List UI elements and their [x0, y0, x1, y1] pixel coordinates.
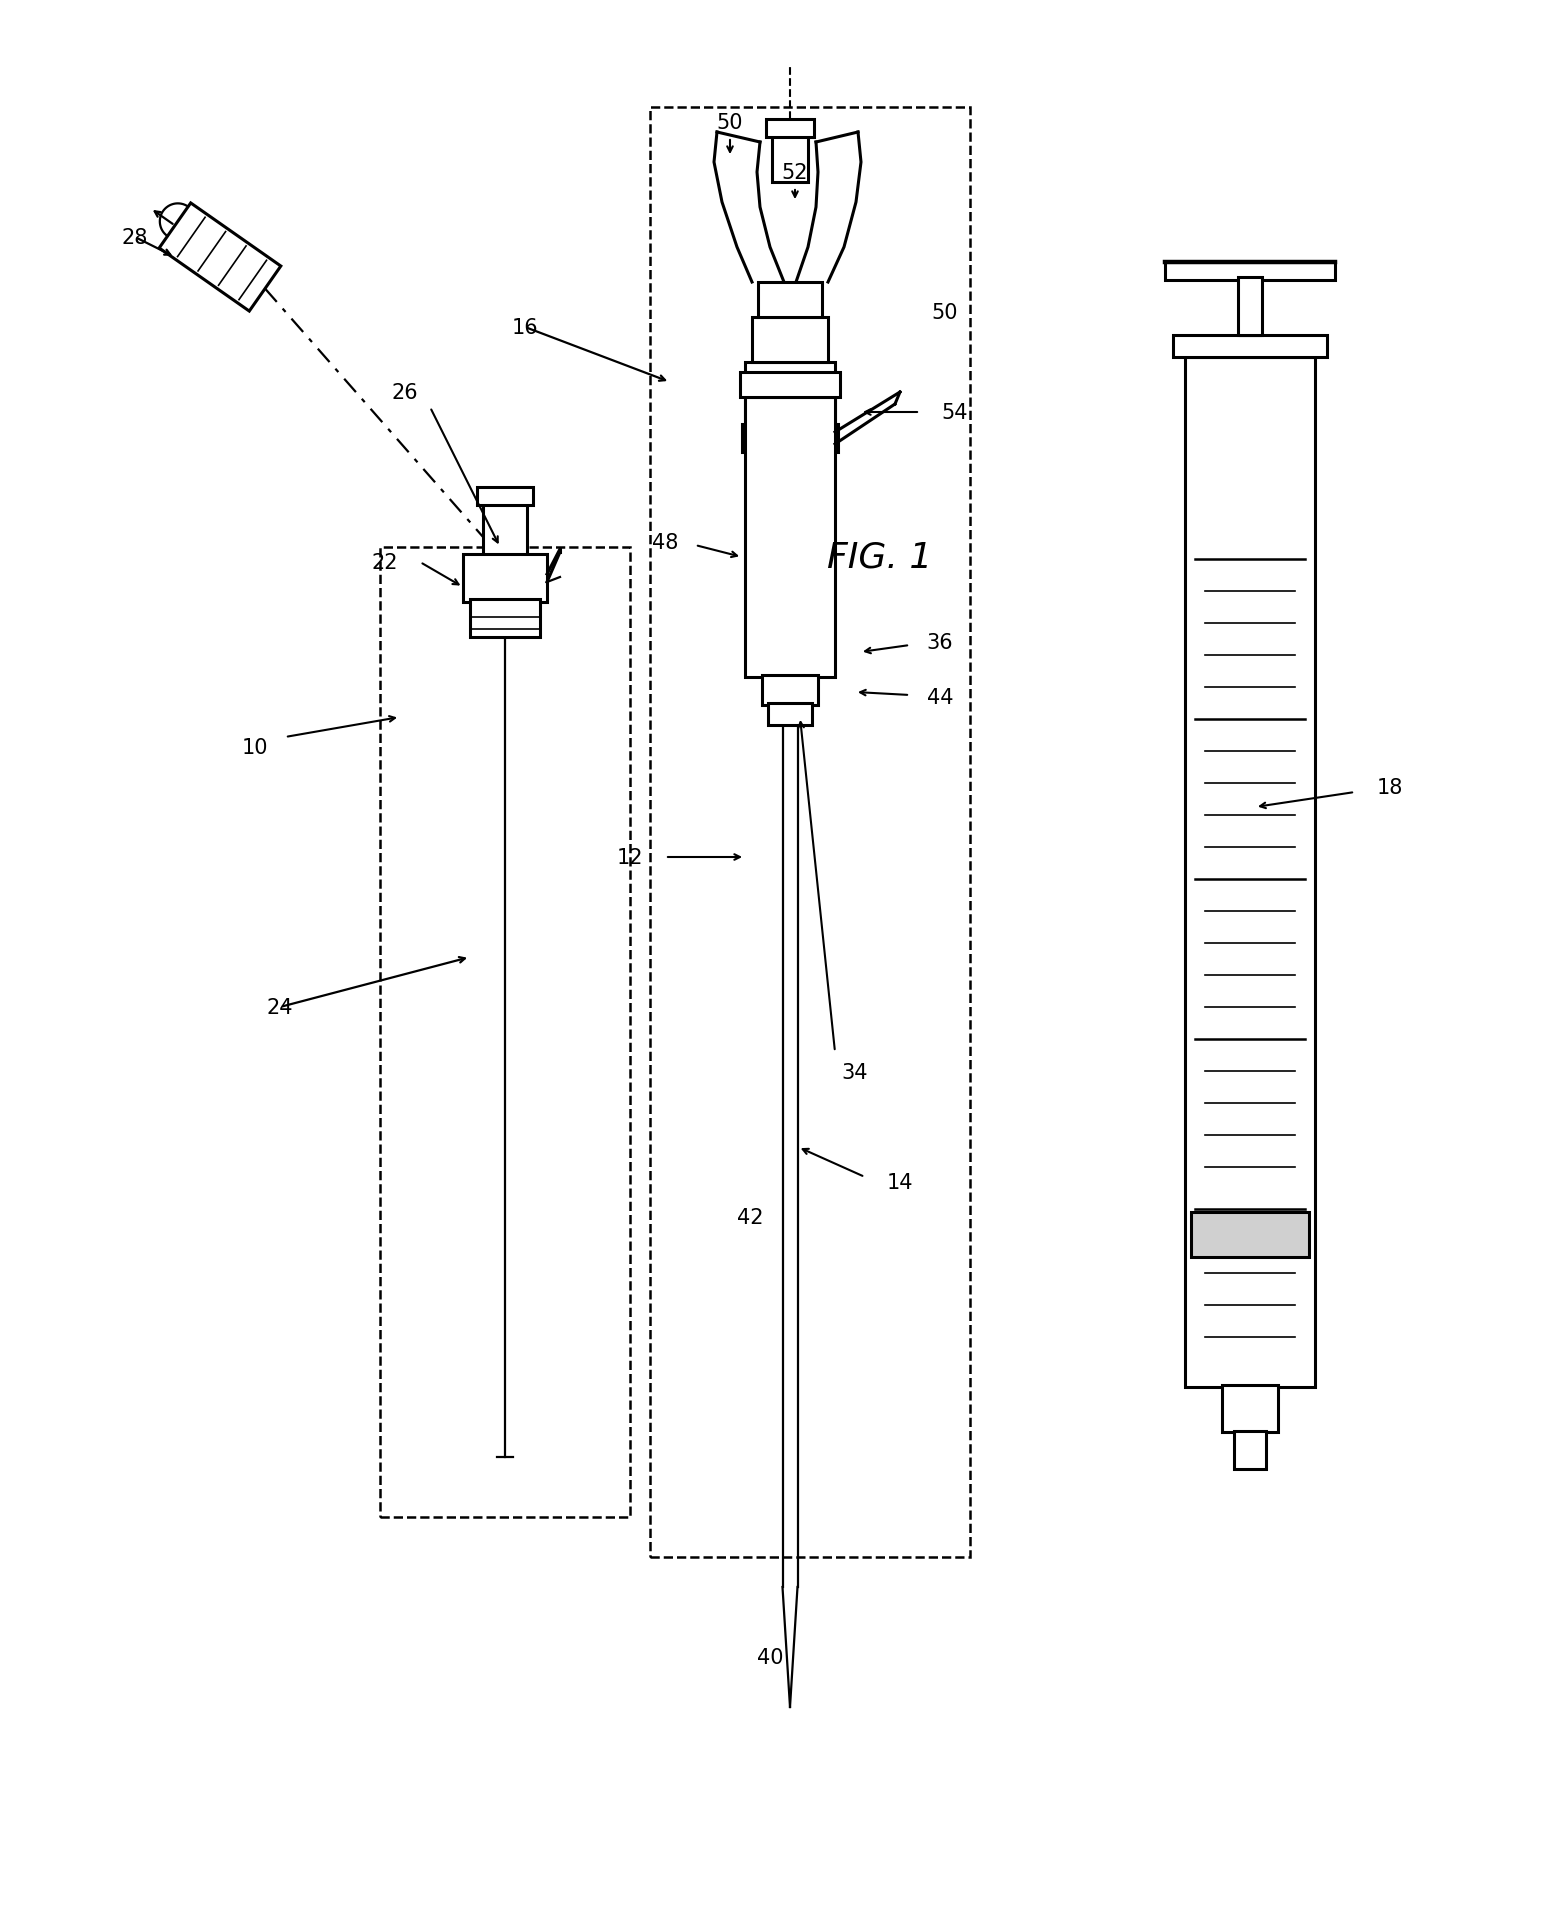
Bar: [650, 109, 971, 1558]
Text: 50: 50: [932, 303, 958, 322]
Text: FIG. 1: FIG. 1: [827, 542, 933, 574]
Text: 12: 12: [617, 847, 644, 868]
Text: 48: 48: [652, 532, 678, 553]
Bar: [1235, 1432, 1266, 1468]
Bar: [1222, 1384, 1279, 1432]
Bar: [742, 425, 838, 452]
Text: 22: 22: [372, 553, 399, 572]
Text: 14: 14: [886, 1173, 913, 1192]
Bar: [1172, 336, 1327, 359]
Text: 16: 16: [511, 318, 538, 338]
Bar: [463, 555, 547, 603]
Text: 36: 36: [927, 633, 953, 652]
Text: 24: 24: [267, 997, 294, 1018]
Bar: [1164, 263, 1335, 280]
Text: 28: 28: [122, 227, 148, 248]
Bar: [746, 399, 835, 677]
Bar: [1185, 359, 1314, 1386]
Text: 10: 10: [242, 738, 269, 757]
Text: 40: 40: [756, 1648, 783, 1667]
Bar: [1191, 1213, 1308, 1257]
Bar: [1239, 280, 1260, 336]
Bar: [483, 503, 527, 557]
Bar: [1238, 278, 1261, 336]
Bar: [739, 372, 839, 399]
Bar: [746, 362, 835, 427]
Polygon shape: [159, 204, 281, 313]
Bar: [470, 599, 539, 637]
Text: 34: 34: [842, 1062, 869, 1083]
Bar: [772, 133, 808, 183]
Bar: [380, 547, 630, 1518]
Bar: [758, 513, 822, 532]
Bar: [766, 120, 814, 137]
Text: 42: 42: [736, 1207, 763, 1228]
Bar: [477, 488, 533, 505]
Text: 52: 52: [782, 162, 808, 183]
Text: 54: 54: [942, 402, 967, 423]
Bar: [763, 675, 817, 706]
Text: 44: 44: [927, 688, 953, 707]
Text: 18: 18: [1377, 778, 1404, 797]
Bar: [752, 318, 828, 362]
Text: 26: 26: [392, 383, 419, 402]
Bar: [767, 704, 813, 727]
Bar: [758, 282, 822, 318]
Bar: [752, 450, 828, 469]
Text: 50: 50: [717, 113, 744, 133]
